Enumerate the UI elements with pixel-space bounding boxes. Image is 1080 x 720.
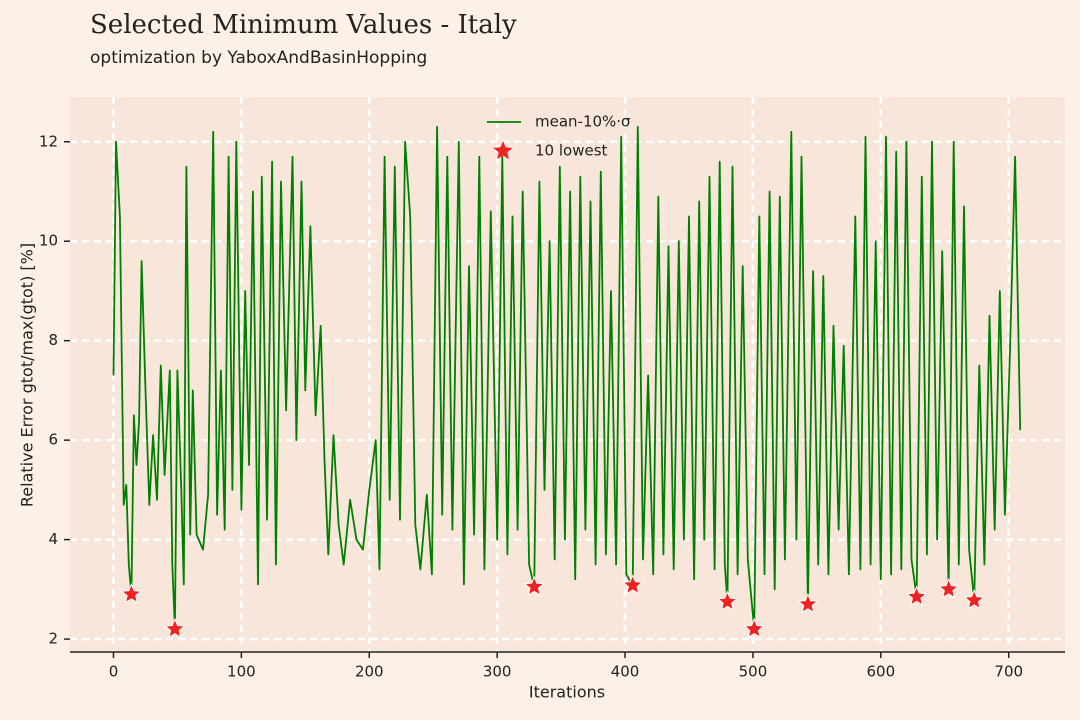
chart-subtitle: optimization by YaboxAndBasinHopping bbox=[90, 48, 427, 68]
star-marker bbox=[716, 590, 739, 611]
star-marker bbox=[120, 582, 143, 604]
y-tick-label: 4 bbox=[48, 530, 58, 548]
legend-marker bbox=[493, 141, 513, 160]
star-marker bbox=[937, 577, 960, 599]
y-tick-label: 2 bbox=[48, 630, 58, 648]
x-axis-label: Iterations bbox=[529, 683, 605, 702]
y-tick-label: 12 bbox=[39, 132, 58, 150]
legend-label: mean-10%·σ bbox=[535, 113, 631, 131]
x-tick-label: 0 bbox=[109, 663, 119, 681]
x-tick-label: 700 bbox=[994, 663, 1023, 681]
y-tick-label: 6 bbox=[48, 431, 58, 449]
star-marker bbox=[164, 617, 186, 639]
x-tick-label: 200 bbox=[355, 663, 384, 681]
star-marker bbox=[621, 574, 644, 595]
y-tick-label: 8 bbox=[48, 331, 58, 349]
star-marker bbox=[743, 617, 765, 639]
x-tick-label: 400 bbox=[611, 663, 640, 681]
x-tick-label: 500 bbox=[739, 663, 768, 681]
star-marker bbox=[523, 575, 546, 596]
x-tick-label: 300 bbox=[483, 663, 512, 681]
star-marker bbox=[905, 585, 928, 606]
y-axis-label: Relative Error gtot/max(gtot) [%] bbox=[18, 243, 37, 507]
y-tick-label: 10 bbox=[39, 232, 58, 250]
x-tick-label: 600 bbox=[867, 663, 896, 681]
chart-title: Selected Minimum Values - Italy bbox=[90, 10, 517, 40]
star-marker bbox=[797, 593, 819, 614]
legend-label: 10 lowest bbox=[535, 142, 608, 160]
x-tick-label: 100 bbox=[227, 663, 256, 681]
data-line bbox=[112, 125, 1022, 630]
star-marker bbox=[963, 588, 985, 610]
